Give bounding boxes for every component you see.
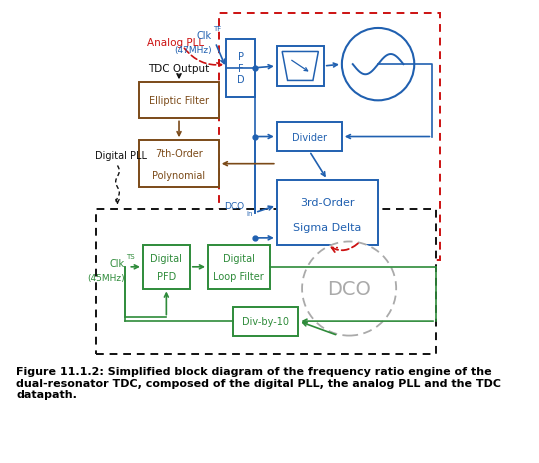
Bar	[277, 123, 342, 152]
Circle shape	[342, 29, 414, 101]
Text: DCO: DCO	[327, 280, 371, 298]
Bar	[219, 14, 440, 260]
Text: TF: TF	[213, 26, 222, 32]
Text: (47MHz): (47MHz)	[174, 46, 212, 55]
Text: Div-by-10: Div-by-10	[243, 316, 289, 326]
Text: 7th-Order: 7th-Order	[155, 149, 203, 158]
Bar	[277, 181, 378, 245]
Bar	[96, 209, 436, 354]
Bar	[233, 307, 299, 336]
Text: Divider: Divider	[292, 132, 327, 142]
Bar	[139, 83, 219, 119]
Polygon shape	[282, 52, 319, 81]
Text: Clk: Clk	[109, 259, 125, 269]
Text: TS: TS	[127, 253, 135, 259]
Text: Elliptic Filter: Elliptic Filter	[149, 96, 209, 106]
Text: DCO: DCO	[224, 201, 244, 210]
Text: 3rd-Order: 3rd-Order	[300, 197, 355, 207]
Text: Loop Filter: Loop Filter	[213, 271, 264, 281]
Text: Digital PLL: Digital PLL	[95, 150, 147, 160]
Text: Polynomial: Polynomial	[153, 170, 205, 180]
Circle shape	[302, 242, 396, 336]
Bar	[277, 47, 324, 87]
Text: in: in	[246, 210, 252, 216]
Text: PFD: PFD	[157, 271, 176, 281]
Text: Figure 11.1.2: Simplified block diagram of the frequency ratio engine of the
dua: Figure 11.1.2: Simplified block diagram …	[16, 366, 501, 400]
Bar	[226, 40, 255, 98]
Text: Digital: Digital	[223, 253, 254, 263]
Bar	[143, 245, 190, 289]
Text: Analog PLL: Analog PLL	[147, 38, 204, 48]
Bar	[139, 141, 219, 188]
Bar	[208, 245, 270, 289]
Text: Sigma Delta: Sigma Delta	[293, 223, 362, 232]
Text: Clk: Clk	[197, 31, 212, 41]
Text: Digital: Digital	[150, 253, 182, 263]
Text: P
F
D: P F D	[237, 52, 244, 85]
Text: (45MHz): (45MHz)	[87, 274, 125, 282]
Text: TDC Output: TDC Output	[148, 63, 210, 74]
